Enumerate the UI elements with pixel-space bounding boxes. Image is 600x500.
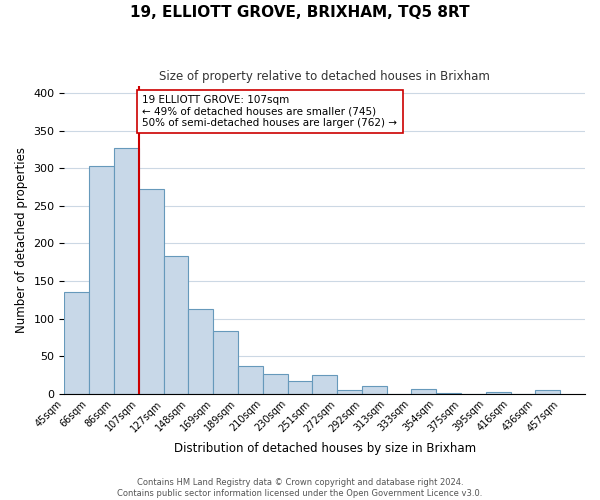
Bar [263, 374, 287, 394]
Bar [114, 148, 139, 394]
Bar [313, 375, 337, 394]
Bar [337, 390, 362, 394]
Bar [436, 393, 461, 394]
Bar [139, 190, 164, 394]
Text: 19 ELLIOTT GROVE: 107sqm
← 49% of detached houses are smaller (745)
50% of semi-: 19 ELLIOTT GROVE: 107sqm ← 49% of detach… [142, 95, 397, 128]
Bar [238, 366, 263, 394]
Y-axis label: Number of detached properties: Number of detached properties [15, 146, 28, 332]
Bar [188, 309, 213, 394]
Bar [287, 381, 313, 394]
Text: Contains HM Land Registry data © Crown copyright and database right 2024.
Contai: Contains HM Land Registry data © Crown c… [118, 478, 482, 498]
Bar [412, 390, 436, 394]
Bar [213, 330, 238, 394]
Bar [64, 292, 89, 394]
Title: Size of property relative to detached houses in Brixham: Size of property relative to detached ho… [159, 70, 490, 83]
Bar [535, 390, 560, 394]
Bar [89, 166, 114, 394]
X-axis label: Distribution of detached houses by size in Brixham: Distribution of detached houses by size … [173, 442, 476, 455]
Bar [362, 386, 386, 394]
Bar [164, 256, 188, 394]
Bar [486, 392, 511, 394]
Text: 19, ELLIOTT GROVE, BRIXHAM, TQ5 8RT: 19, ELLIOTT GROVE, BRIXHAM, TQ5 8RT [130, 5, 470, 20]
